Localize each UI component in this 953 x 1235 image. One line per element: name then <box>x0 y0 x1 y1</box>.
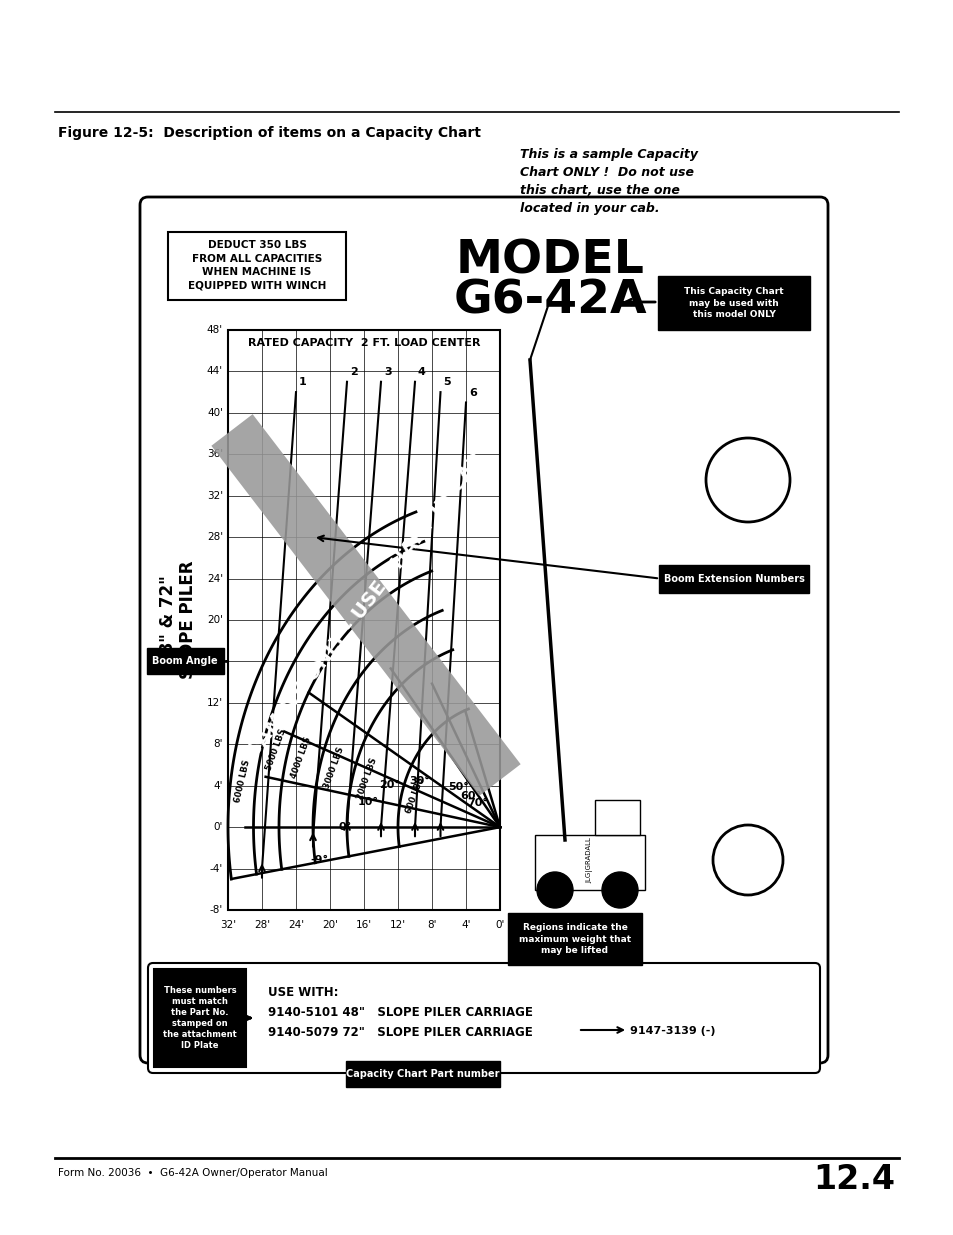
Text: 9140-5079 72"   SLOPE PILER CARRIAGE: 9140-5079 72" SLOPE PILER CARRIAGE <box>268 1026 532 1039</box>
Text: 48" & 72"
SLOPE PILER: 48" & 72" SLOPE PILER <box>158 561 197 679</box>
Text: 24': 24' <box>207 573 223 584</box>
Text: G6-42A: G6-42A <box>453 278 646 324</box>
Bar <box>535 835 644 890</box>
FancyBboxPatch shape <box>346 1061 499 1087</box>
Text: Capacity Chart Part number: Capacity Chart Part number <box>346 1070 499 1079</box>
Text: 0': 0' <box>495 920 504 930</box>
Text: DEDUCT 350 LBS
FROM ALL CAPACITIES
WHEN MACHINE IS
EQUIPPED WITH WINCH: DEDUCT 350 LBS FROM ALL CAPACITIES WHEN … <box>188 240 326 290</box>
Text: 24': 24' <box>288 920 304 930</box>
Text: USE WITH:: USE WITH: <box>268 986 338 999</box>
Text: 8': 8' <box>427 920 436 930</box>
Text: 32': 32' <box>220 920 235 930</box>
Text: 20°: 20° <box>378 779 399 789</box>
Text: This is a sample Capacity
Chart ONLY !  Do not use
this chart, use the one
locat: This is a sample Capacity Chart ONLY ! D… <box>519 148 698 215</box>
Text: 28': 28' <box>253 920 270 930</box>
Text: 5: 5 <box>443 377 451 387</box>
Text: 0': 0' <box>213 823 223 832</box>
FancyBboxPatch shape <box>507 913 641 965</box>
Text: 1: 1 <box>298 377 307 387</box>
Text: 60°: 60° <box>459 790 480 800</box>
Text: This Capacity Chart
may be used with
this model ONLY: This Capacity Chart may be used with thi… <box>683 288 783 319</box>
Text: 12': 12' <box>207 698 223 708</box>
Text: 3: 3 <box>384 367 392 377</box>
Text: 40': 40' <box>207 408 223 417</box>
Bar <box>212 414 520 795</box>
Text: 4': 4' <box>460 920 470 930</box>
Text: 32': 32' <box>207 490 223 500</box>
Text: 16': 16' <box>207 657 223 667</box>
Text: Form No. 20036  •  G6-42A Owner/Operator Manual: Form No. 20036 • G6-42A Owner/Operator M… <box>58 1168 328 1178</box>
Text: 16': 16' <box>355 920 372 930</box>
Text: 4': 4' <box>213 781 223 790</box>
Text: These numbers
must match
the Part No.
stamped on
the attachment
ID Plate: These numbers must match the Part No. st… <box>163 986 236 1050</box>
Text: 3000 LBS: 3000 LBS <box>322 746 345 790</box>
Bar <box>228 330 499 910</box>
FancyBboxPatch shape <box>659 564 808 593</box>
Text: 9140-5101 48"   SLOPE PILER CARRIAGE: 9140-5101 48" SLOPE PILER CARRIAGE <box>268 1007 533 1019</box>
Text: 4000 LBS: 4000 LBS <box>289 735 313 779</box>
Text: JLG|GRADALL: JLG|GRADALL <box>586 837 593 883</box>
Text: 4: 4 <box>417 367 425 377</box>
Circle shape <box>537 872 573 908</box>
Text: 8': 8' <box>213 740 223 750</box>
Text: 70°: 70° <box>467 798 488 808</box>
Bar <box>168 232 346 300</box>
Text: 48': 48' <box>207 325 223 335</box>
Text: 2: 2 <box>350 367 357 377</box>
Bar <box>595 800 639 835</box>
FancyBboxPatch shape <box>140 198 827 1063</box>
Text: 9147-3139 (-): 9147-3139 (-) <box>629 1026 715 1036</box>
Text: SAMPLE ONLY - USE CHART IN CAB: SAMPLE ONLY - USE CHART IN CAB <box>244 450 488 761</box>
Bar <box>228 330 499 910</box>
Text: 5000 LBS: 5000 LBS <box>265 727 288 772</box>
Text: 2000 LBS: 2000 LBS <box>355 757 378 802</box>
FancyBboxPatch shape <box>148 963 820 1073</box>
Text: 36': 36' <box>207 450 223 459</box>
Text: 10°: 10° <box>357 797 378 806</box>
Text: 6000 LBS: 6000 LBS <box>233 758 252 803</box>
Text: Figure 12-5:  Description of items on a Capacity Chart: Figure 12-5: Description of items on a C… <box>58 126 480 140</box>
Text: Boom Extension Numbers: Boom Extension Numbers <box>663 573 803 584</box>
Text: MODEL: MODEL <box>456 238 644 283</box>
Text: 50°: 50° <box>447 783 468 793</box>
Text: 12.4: 12.4 <box>812 1163 894 1195</box>
Text: Regions indicate the
maximum weight that
may be lifted: Regions indicate the maximum weight that… <box>518 924 630 955</box>
Text: RATED CAPACITY  2 FT. LOAD CENTER: RATED CAPACITY 2 FT. LOAD CENTER <box>248 338 479 348</box>
Text: 20': 20' <box>322 920 337 930</box>
Text: -4': -4' <box>210 863 223 873</box>
Text: -9°: -9° <box>310 855 328 864</box>
FancyBboxPatch shape <box>658 275 809 330</box>
Text: 44': 44' <box>207 367 223 377</box>
Text: 30°: 30° <box>409 776 429 785</box>
Text: 0°: 0° <box>338 823 351 832</box>
Text: 28': 28' <box>207 532 223 542</box>
Text: Boom Angle: Boom Angle <box>152 657 217 667</box>
Circle shape <box>601 872 638 908</box>
Text: -8': -8' <box>210 905 223 915</box>
FancyBboxPatch shape <box>153 969 246 1067</box>
Text: 12': 12' <box>390 920 406 930</box>
Text: 6: 6 <box>469 388 476 398</box>
Text: 20': 20' <box>207 615 223 625</box>
Text: 600 LBS: 600 LBS <box>404 776 425 814</box>
FancyBboxPatch shape <box>147 648 224 674</box>
